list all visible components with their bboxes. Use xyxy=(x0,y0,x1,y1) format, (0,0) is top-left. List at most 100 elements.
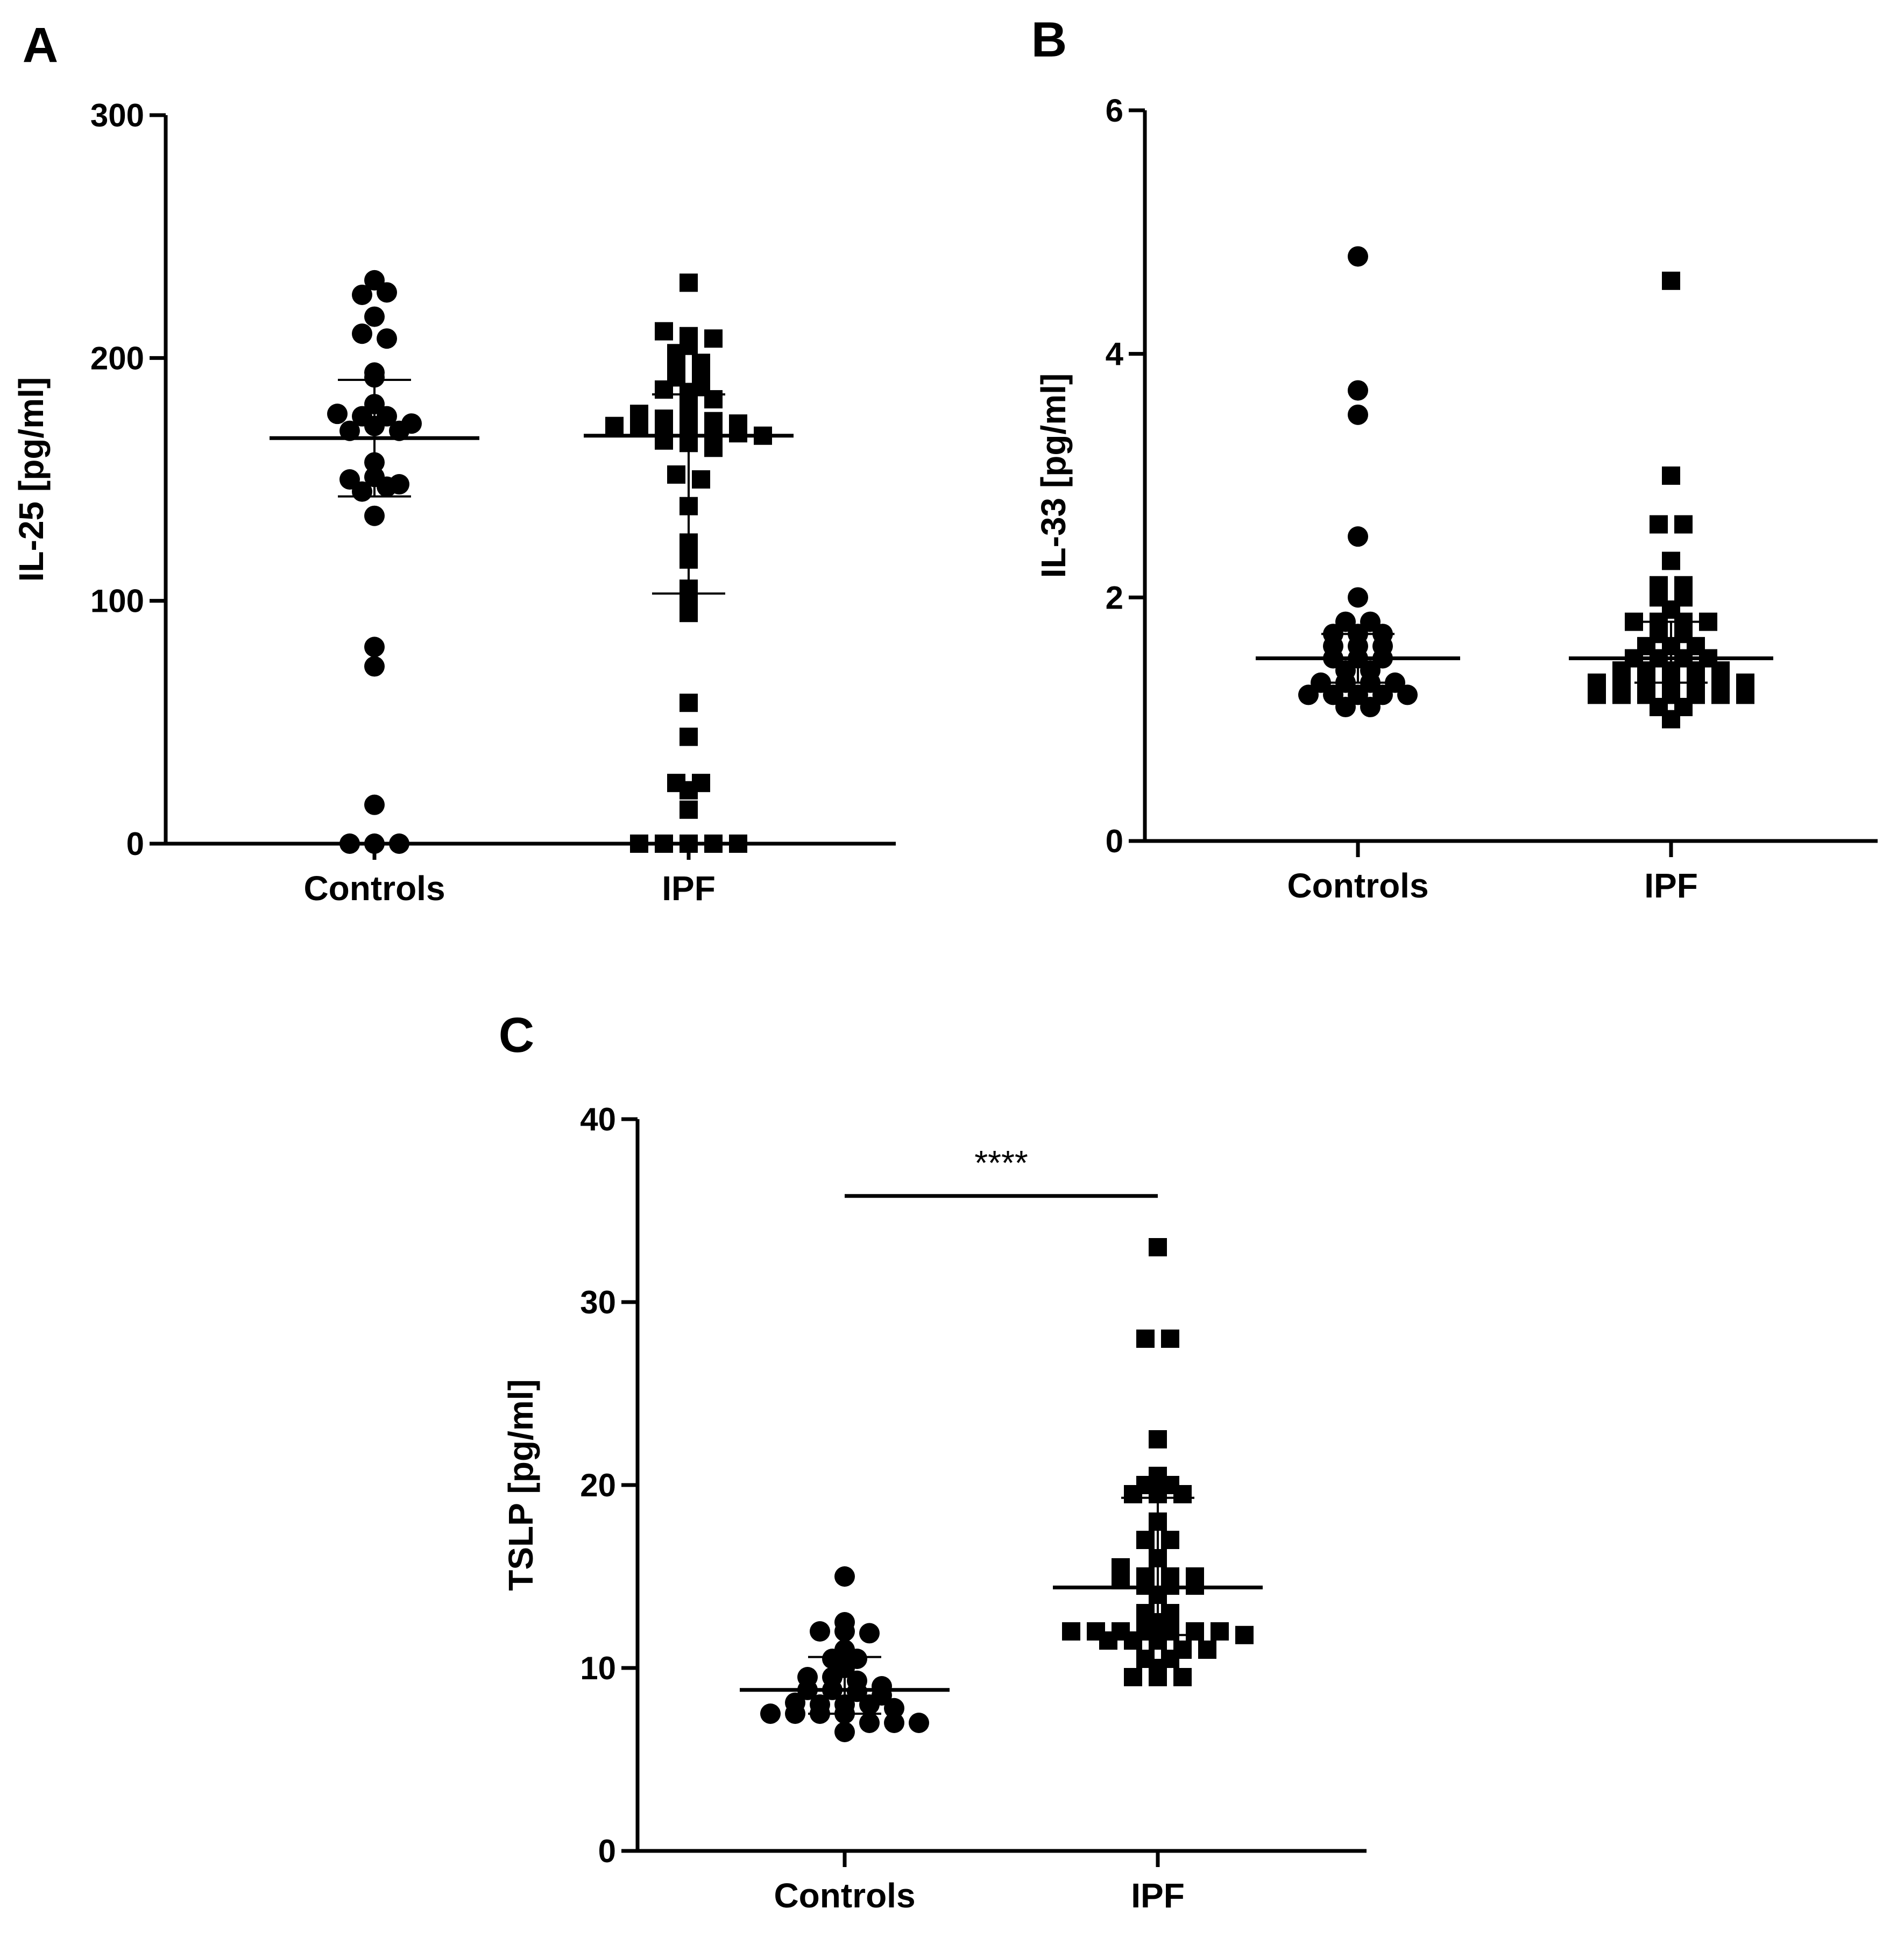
panel-letter: A xyxy=(23,18,58,73)
significance-label: **** xyxy=(974,1143,1028,1182)
data-point xyxy=(1136,1531,1155,1549)
y-tick-label: 20 xyxy=(580,1467,616,1503)
data-point xyxy=(1662,271,1680,290)
data-point xyxy=(1588,673,1606,692)
data-point xyxy=(1112,1558,1130,1577)
data-point xyxy=(834,1722,855,1742)
data-point xyxy=(630,835,648,853)
data-point xyxy=(785,1692,805,1713)
data-point xyxy=(680,694,698,712)
data-point xyxy=(847,1670,867,1691)
data-point xyxy=(1087,1622,1105,1641)
data-point xyxy=(1360,611,1381,632)
data-point xyxy=(1136,1650,1155,1668)
y-tick-label: 30 xyxy=(580,1284,616,1320)
data-point xyxy=(1149,1467,1167,1485)
y-tick-label: 10 xyxy=(580,1650,616,1686)
x-tick-label: Controls xyxy=(774,1876,915,1915)
data-point xyxy=(1161,1567,1179,1586)
y-tick-label: 2 xyxy=(1106,579,1123,616)
data-point xyxy=(1662,552,1680,570)
y-tick-label: 100 xyxy=(90,583,144,619)
panel-b: B 0 2 4 6 IL-33 [pg/ml] Controls IPF xyxy=(1031,12,1878,905)
data-point xyxy=(1173,1641,1192,1659)
data-point xyxy=(364,833,385,854)
data-point xyxy=(704,412,723,430)
data-point xyxy=(704,329,723,348)
y-axis-title: IL-25 [pg/ml] xyxy=(12,377,51,582)
data-point xyxy=(667,360,685,379)
data-point xyxy=(1235,1625,1254,1644)
data-point xyxy=(859,1713,880,1733)
data-point xyxy=(884,1713,904,1733)
data-point xyxy=(389,833,409,854)
y-tick-label: 200 xyxy=(90,340,144,376)
data-point xyxy=(834,1639,855,1660)
data-point xyxy=(655,835,673,853)
data-point xyxy=(1736,673,1754,692)
data-point xyxy=(630,405,648,423)
data-point xyxy=(377,328,397,349)
data-point xyxy=(909,1713,929,1733)
x-tick-label: Controls xyxy=(1287,866,1428,905)
data-point xyxy=(655,322,673,341)
data-point xyxy=(1161,1604,1179,1622)
data-point xyxy=(1136,1567,1155,1586)
x-tick-label: IPF xyxy=(1644,866,1698,905)
data-point xyxy=(1149,1238,1167,1256)
data-point xyxy=(680,835,698,853)
data-point xyxy=(1311,672,1331,693)
y-tick-label: 0 xyxy=(126,826,144,862)
data-point xyxy=(692,470,710,489)
y-tick-label: 40 xyxy=(580,1101,616,1137)
data-point xyxy=(339,469,360,490)
data-point xyxy=(1211,1622,1229,1641)
data-point xyxy=(729,414,747,433)
data-point xyxy=(1348,587,1368,608)
data-point xyxy=(605,416,624,435)
data-point xyxy=(1124,1668,1142,1686)
data-point xyxy=(1348,404,1368,425)
data-point xyxy=(834,1612,855,1632)
data-point xyxy=(872,1676,892,1696)
data-point xyxy=(680,273,698,292)
y-axis-title: IL-33 [pg/ml] xyxy=(1034,373,1073,578)
data-point xyxy=(1161,1330,1179,1348)
data-point xyxy=(352,284,372,305)
x-tick-label: IPF xyxy=(662,869,716,908)
x-tick-label: IPF xyxy=(1131,1876,1185,1915)
x-tick-label: Controls xyxy=(303,869,445,908)
panel-c: C 0 10 20 30 40 TSLP [pg/ml] Controls IPF **** xyxy=(499,1008,1367,1915)
data-point xyxy=(327,404,348,425)
data-point xyxy=(1136,1330,1155,1348)
data-point xyxy=(680,727,698,746)
y-tick-label: 300 xyxy=(90,97,144,133)
panel-letter: B xyxy=(1031,12,1067,67)
data-point xyxy=(364,656,385,677)
data-point xyxy=(655,409,673,428)
data-point xyxy=(1385,672,1405,693)
data-point xyxy=(1136,1604,1155,1622)
data-point xyxy=(692,354,710,372)
data-point xyxy=(1062,1622,1080,1641)
data-point xyxy=(680,327,698,345)
data-point xyxy=(884,1698,904,1719)
data-point xyxy=(1186,1567,1204,1586)
data-point xyxy=(797,1667,818,1687)
data-point xyxy=(810,1694,830,1715)
y-tick-label: 6 xyxy=(1106,93,1123,129)
data-point xyxy=(1173,1668,1192,1686)
data-point xyxy=(729,835,747,853)
data-point xyxy=(364,306,385,327)
data-point xyxy=(364,794,385,815)
data-point xyxy=(1674,576,1693,595)
data-point xyxy=(364,362,385,383)
data-point xyxy=(1348,246,1368,267)
panel-letter: C xyxy=(499,1008,534,1063)
data-point xyxy=(680,800,698,819)
data-point xyxy=(1112,1622,1130,1641)
data-point xyxy=(352,323,372,344)
data-point xyxy=(810,1621,830,1642)
data-point xyxy=(1186,1622,1204,1641)
